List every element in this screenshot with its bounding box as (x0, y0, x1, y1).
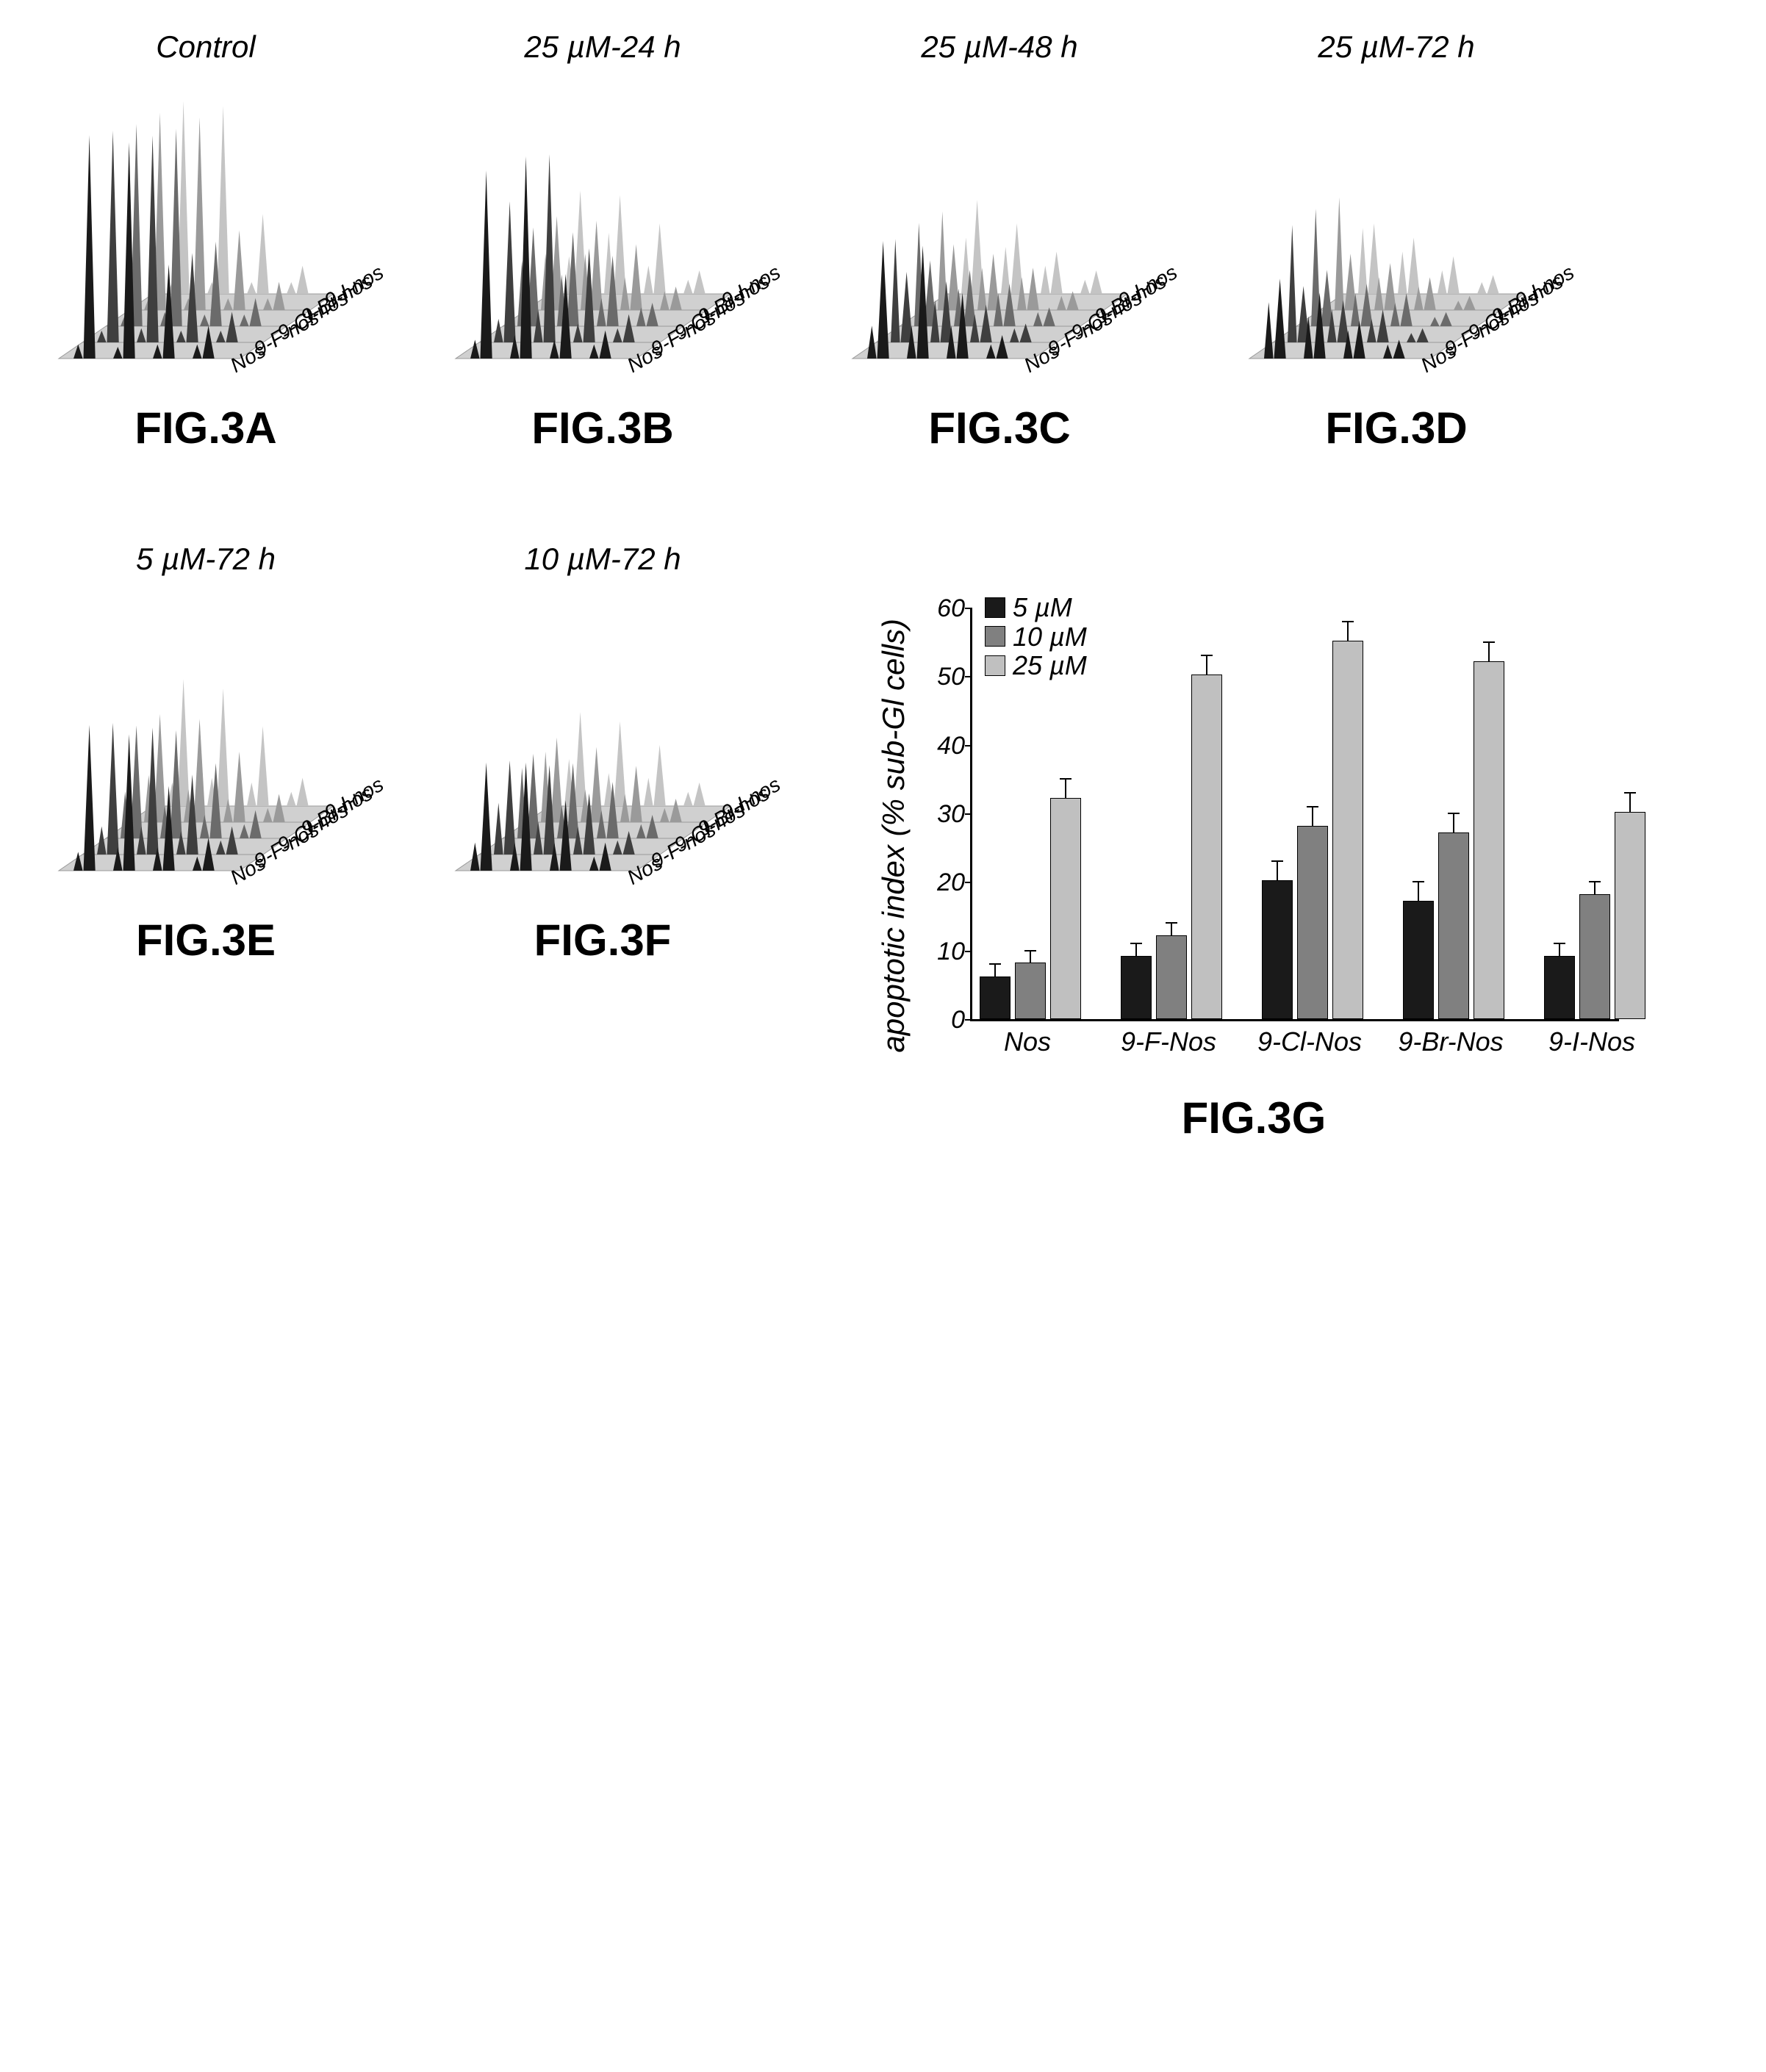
row-1: Control Nos9-F-nos9-Cl-nos9-Br-nos9-I-nos… (29, 29, 1734, 453)
y-tick-label: 10 (928, 938, 965, 966)
panel-title: 25 µM-24 h (524, 29, 681, 65)
panel-3d-B: 25 µM-24 h Nos9-F-nos9-Cl-nos9-Br-nos9-I-… (426, 29, 779, 453)
panel-title: 10 µM-72 h (524, 542, 681, 577)
figure-page: Control Nos9-F-nos9-Cl-nos9-Br-nos9-I-nos… (29, 29, 1734, 2043)
bar (1579, 894, 1610, 1019)
bar (1015, 963, 1046, 1019)
panel-title: Control (156, 29, 255, 65)
y-tick-label: 40 (928, 732, 965, 760)
y-tick-label: 20 (928, 868, 965, 897)
bar (1474, 661, 1504, 1019)
bar (1615, 812, 1645, 1019)
panel-3d-A: Control Nos9-F-nos9-Cl-nos9-Br-nos9-I-nos… (29, 29, 382, 453)
panel-3d-E: 5 µM-72 h Nos9-F-nos9-Cl-nos9-Br-nos9-I-n… (29, 542, 382, 1143)
figure-label: FIG.3G (1182, 1093, 1327, 1143)
x-tick-label: 9-F-Nos (1106, 1026, 1231, 1057)
chart-3d: Nos9-F-nos9-Cl-nos9-Br-nos9-I-nos (1220, 79, 1573, 388)
bar-group (1262, 641, 1363, 1019)
bar-group (980, 798, 1081, 1019)
barplot-area: 0102030405060Nos9-F-Nos9-Cl-Nos9-Br-Nos9… (970, 608, 1619, 1021)
bar (1544, 956, 1575, 1019)
bar (1121, 956, 1152, 1019)
panel-3d-F: 10 µM-72 h Nos9-F-nos9-Cl-nos9-Br-nos9-I-… (426, 542, 779, 1143)
y-tick-label: 50 (928, 663, 965, 691)
figure-label: FIG.3D (1325, 403, 1467, 453)
chart-3d: Nos9-F-nos9-Cl-nos9-Br-nos9-I-nos (426, 79, 779, 388)
panel-title: 25 µM-48 h (921, 29, 1077, 65)
x-tick-label: 9-Br-Nos (1388, 1026, 1513, 1057)
bar (1403, 901, 1434, 1019)
x-tick-label: 9-Cl-Nos (1247, 1026, 1372, 1057)
panel-barchart: apoptotic index (% sub-Gl cells)5 µM10 µ… (823, 542, 1684, 1143)
x-tick-label: Nos (965, 1026, 1090, 1057)
chart-3d: Nos9-F-nos9-Cl-nos9-Br-nos9-I-nos (29, 591, 382, 900)
panel-3d-C: 25 µM-48 h Nos9-F-nos9-Cl-nos9-Br-nos9-I-… (823, 29, 1176, 453)
panel-title: 25 µM-72 h (1318, 29, 1474, 65)
bar (980, 976, 1011, 1019)
figure-label: FIG.3B (531, 403, 673, 453)
x-tick-label: 9-I-Nos (1529, 1026, 1654, 1057)
bar-group (1121, 675, 1222, 1019)
figure-label: FIG.3F (534, 915, 672, 965)
bar-group (1403, 661, 1504, 1019)
bar (1050, 798, 1081, 1019)
y-tick-label: 30 (928, 800, 965, 829)
y-axis-label: apoptotic index (% sub-Gl cells) (876, 619, 911, 1053)
y-tick-label: 0 (928, 1006, 965, 1035)
figure-label: FIG.3C (928, 403, 1070, 453)
barchart-wrap: apoptotic index (% sub-Gl cells)5 µM10 µ… (876, 593, 1632, 1078)
bar-group (1544, 812, 1645, 1019)
bar (1438, 832, 1469, 1019)
bar (1297, 826, 1328, 1019)
y-tick-label: 60 (928, 594, 965, 623)
figure-label: FIG.3E (136, 915, 276, 965)
panel-3d-D: 25 µM-72 h Nos9-F-nos9-Cl-nos9-Br-nos9-I-… (1220, 29, 1573, 453)
bar (1332, 641, 1363, 1019)
chart-3d: Nos9-F-nos9-Cl-nos9-Br-nos9-I-nos (426, 591, 779, 900)
chart-3d: Nos9-F-nos9-Cl-nos9-Br-nos9-I-nos (29, 79, 382, 388)
figure-label: FIG.3A (134, 403, 276, 453)
barchart: 5 µM10 µM25 µM0102030405060Nos9-F-Nos9-C… (926, 593, 1632, 1078)
row-2: 5 µM-72 h Nos9-F-nos9-Cl-nos9-Br-nos9-I-n… (29, 542, 1734, 1143)
bar (1262, 880, 1293, 1019)
bar (1156, 935, 1187, 1019)
panel-title: 5 µM-72 h (136, 542, 276, 577)
chart-3d: Nos9-F-nos9-Cl-nos9-Br-nos9-I-nos (823, 79, 1176, 388)
bar (1191, 675, 1222, 1019)
